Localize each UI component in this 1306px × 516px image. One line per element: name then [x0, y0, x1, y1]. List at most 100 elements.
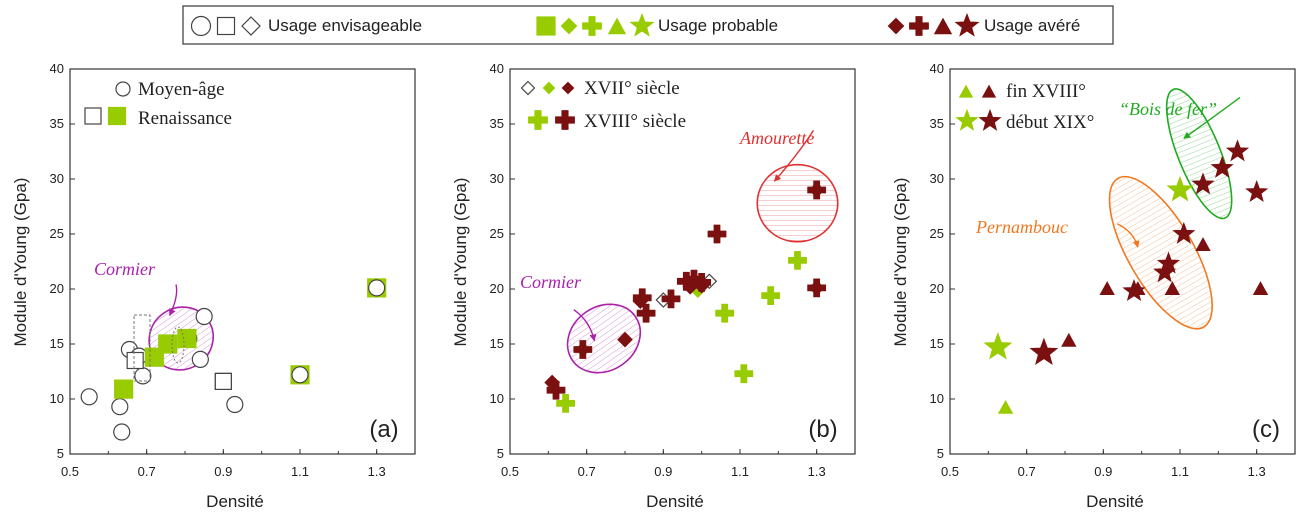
- square-marker: [107, 106, 127, 126]
- triangle-marker: [1061, 332, 1077, 347]
- plus-marker: [707, 224, 727, 244]
- legend-label-fin-xviii: fin XVIII°: [1006, 81, 1086, 102]
- diamond-marker: [887, 17, 905, 35]
- triangle-marker: [981, 84, 997, 98]
- circle-marker: [113, 423, 131, 441]
- x-tick-label: 0.9: [654, 464, 672, 479]
- diamond-marker: [561, 81, 575, 95]
- legend-probable-label: Usage probable: [658, 16, 778, 35]
- plus-marker: [573, 340, 593, 359]
- star-marker: [954, 12, 980, 37]
- x-tick-label: 0.7: [1018, 464, 1036, 479]
- y-tick-label: 15: [490, 336, 504, 351]
- x-tick-label: 1.3: [368, 464, 386, 479]
- circle-marker: [111, 398, 129, 416]
- star-marker: [1245, 180, 1269, 203]
- legend-avere-label: Usage avéré: [984, 16, 1080, 35]
- triangle-marker: [1099, 281, 1115, 296]
- plus-marker: [807, 180, 827, 200]
- plus-marker: [761, 286, 781, 306]
- y-tick-label: 10: [490, 391, 504, 406]
- y-tick-label: 40: [50, 61, 64, 76]
- x-axis-label-c: Densité: [1086, 492, 1144, 511]
- y-tick-label: 40: [490, 61, 504, 76]
- circle-marker: [115, 81, 131, 97]
- top-legend: Usage envisageable Usage probable Usage …: [182, 5, 1114, 45]
- y-axis-label-c: Module d'Young (Gpa): [891, 178, 910, 347]
- x-tick-label: 0.9: [214, 464, 232, 479]
- y-axis-label-b: Module d'Young (Gpa): [451, 178, 470, 347]
- triangle-marker: [997, 399, 1014, 414]
- star-marker: [1029, 337, 1059, 366]
- y-axis-label-a: Module d'Young (Gpa): [11, 178, 30, 347]
- star-marker: [1156, 251, 1181, 274]
- x-tick-label: 0.9: [1094, 464, 1112, 479]
- annotation-arrow: [1117, 223, 1140, 248]
- square-marker: [84, 107, 102, 125]
- square-marker: [536, 16, 556, 36]
- square-marker: [216, 16, 236, 36]
- x-tick-label: 0.5: [941, 464, 959, 479]
- plus-marker: [555, 110, 575, 130]
- plus-marker: [692, 272, 712, 292]
- y-tick-label: 35: [490, 116, 504, 131]
- star-marker: [1191, 172, 1215, 195]
- circle-marker: [195, 307, 213, 326]
- y-tick-label: 10: [930, 391, 944, 406]
- triangle-marker: [958, 84, 974, 98]
- y-tick-label: 5: [937, 446, 944, 461]
- plus-marker: [734, 364, 754, 384]
- annotation-cormier-b: Cormier: [520, 272, 582, 292]
- plus-marker: [582, 16, 602, 36]
- x-tick-label: 0.7: [138, 464, 156, 479]
- dashed-outline: [133, 314, 151, 382]
- annotation-pernambouc: Pernambouc: [975, 217, 1068, 237]
- star-marker: [1225, 139, 1250, 162]
- x-tick-label: 0.7: [578, 464, 596, 479]
- y-tick-label: 35: [930, 116, 944, 131]
- y-tick-label: 5: [497, 446, 504, 461]
- legend-label-xvii: XVII° siècle: [584, 78, 680, 99]
- triangle-marker: [1252, 281, 1269, 296]
- triangle-marker: [607, 17, 627, 35]
- y-tick-label: 15: [50, 336, 64, 351]
- square-marker: [114, 379, 134, 399]
- circle-marker: [190, 15, 212, 37]
- x-tick-label: 1.3: [1248, 464, 1266, 479]
- x-tick-label: 1.1: [731, 464, 749, 479]
- plus-marker: [788, 250, 807, 270]
- y-tick-label: 30: [50, 171, 64, 186]
- plus-marker: [556, 393, 575, 413]
- annotation-ellipse: [756, 163, 839, 243]
- annotation-amourette: Amourette: [739, 128, 814, 148]
- annotation-ellipse: [1108, 175, 1213, 330]
- panel-b: Module d'Young (Gpa) Densité (b) XVII° s…: [451, 61, 856, 511]
- plus-marker: [546, 380, 566, 400]
- x-tick-label: 1.3: [808, 464, 826, 479]
- annotation-arrow: [1183, 96, 1241, 139]
- annotation-ellipse: [1165, 88, 1233, 220]
- legend-envisageable-label: Usage envisageable: [268, 16, 422, 35]
- legend-label-moyen-age: Moyen-âge: [138, 79, 225, 100]
- plot-frame-c: [949, 68, 1296, 455]
- y-tick-label: 35: [50, 116, 64, 131]
- annotation-cormier-a: Cormier: [94, 259, 156, 279]
- dashed-outline: [171, 326, 185, 364]
- y-tick-label: 20: [490, 281, 504, 296]
- star-marker: [1122, 279, 1146, 302]
- legend-symbols: [190, 12, 980, 37]
- y-tick-label: 25: [930, 226, 944, 241]
- star-marker: [978, 108, 1002, 131]
- annotation-arrow: [573, 309, 597, 342]
- square-marker: [177, 328, 197, 349]
- plus-marker: [909, 16, 929, 36]
- plus-marker: [528, 110, 548, 130]
- square-marker: [126, 351, 144, 370]
- legend-label-xviii: XVIII° siècle: [584, 111, 686, 132]
- x-axis-label-a: Densité: [206, 492, 264, 511]
- y-tick-label: 15: [930, 336, 944, 351]
- square-marker: [158, 334, 178, 354]
- diamond-marker: [560, 17, 578, 35]
- y-tick-label: 25: [50, 226, 64, 241]
